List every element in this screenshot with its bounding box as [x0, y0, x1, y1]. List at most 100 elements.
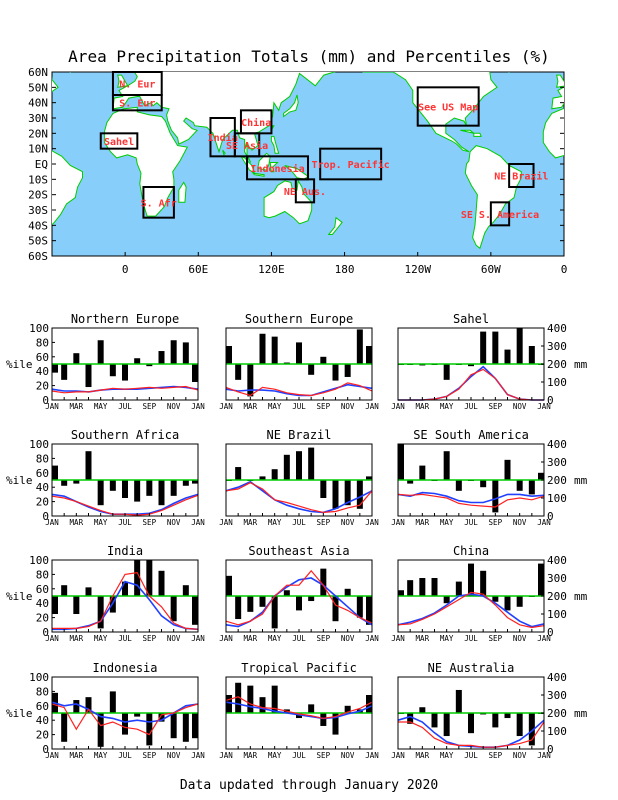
percentile-bar — [122, 480, 128, 498]
region-box — [416, 86, 480, 127]
percentile-bar — [97, 480, 104, 506]
north-america-wrap — [362, 72, 498, 153]
mm-axis-label: mm — [574, 590, 588, 603]
madagascar — [178, 181, 187, 203]
percentile-bar — [73, 353, 80, 364]
actual-precip-line — [51, 703, 199, 736]
percentile-bar — [85, 451, 92, 480]
actual-precip-line — [398, 721, 545, 748]
month-label: MAR — [416, 751, 430, 760]
percentile-bar — [97, 596, 104, 629]
panel-title: NE Australia — [428, 661, 515, 675]
month-label: JAN — [537, 634, 551, 643]
percentile-bar — [504, 713, 511, 719]
percentile-bar — [480, 480, 487, 488]
pct-tick-label: 0 — [42, 626, 49, 639]
mm-tick-label: 400 — [547, 671, 567, 684]
month-label: JAN — [45, 518, 59, 527]
percentile-bar — [296, 451, 302, 480]
percentile-bar — [146, 364, 153, 367]
month-label: MAR — [70, 518, 84, 527]
percentile-bar — [528, 480, 535, 495]
percentile-bar — [516, 713, 523, 737]
month-label: SEP — [489, 751, 503, 760]
month-label: JUL — [118, 634, 132, 643]
panel-title: China — [453, 544, 489, 558]
mm-tick-label: 300 — [547, 572, 567, 585]
map-lon-label: 60W — [481, 263, 501, 276]
percentile-bar — [192, 596, 198, 625]
month-label: JUL — [292, 518, 306, 527]
actual-precip-line — [398, 368, 544, 401]
month-label: NOV — [341, 402, 355, 411]
panel-title: NE Brazil — [266, 428, 331, 442]
normal-precip-line — [225, 383, 373, 397]
percentile-bar — [109, 364, 116, 377]
south-america — [52, 150, 83, 226]
month-label: NOV — [341, 518, 355, 527]
mm-tick-label: 200 — [547, 358, 567, 371]
mm-tick-label: 100 — [547, 608, 567, 621]
region-box — [319, 147, 383, 181]
new-zealand — [327, 216, 343, 235]
month-label: NOV — [341, 634, 355, 643]
region-label: SE Asia — [226, 140, 268, 152]
mm-tick-label: 400 — [547, 322, 567, 335]
pct-tick-label: 0 — [42, 510, 49, 523]
percentile-bar — [73, 700, 80, 713]
percentile-bar — [443, 364, 450, 380]
pct-tick-label: 80 — [36, 452, 49, 465]
percentile-bar — [308, 704, 315, 713]
percentile-bar — [332, 364, 339, 381]
percentile-bar — [468, 713, 474, 734]
percentile-bar — [308, 364, 315, 375]
pct-tick-label: 0 — [42, 394, 49, 407]
mm-tick-label: 0 — [547, 394, 554, 407]
panel-title: SE South America — [413, 428, 529, 442]
month-label: MAR — [416, 402, 430, 411]
region-box — [246, 155, 310, 181]
percentile-bar — [468, 364, 474, 367]
region-label: N. Eur — [119, 80, 155, 91]
percentile-bar — [398, 444, 404, 480]
map-lat-label: 10S — [28, 173, 48, 186]
percentile-bar — [122, 581, 128, 596]
percentile-bar — [182, 342, 189, 364]
british-isles-wrap — [556, 74, 564, 88]
map-lon-label: 120E — [258, 263, 285, 276]
percentile-bar — [492, 596, 499, 602]
percentile-bar — [134, 560, 141, 596]
percentile-bar — [308, 596, 315, 602]
percentile-bar — [398, 590, 404, 596]
month-label: NOV — [167, 751, 181, 760]
month-label: JUL — [292, 402, 306, 411]
cuba-wrap — [460, 129, 475, 134]
percentile-bar — [332, 713, 339, 735]
actual-precip-line — [397, 493, 545, 508]
map-lat-label: 30N — [28, 112, 48, 125]
percentile-bar — [73, 480, 80, 484]
pct-tick-label: 40 — [36, 714, 49, 727]
percentile-bar — [182, 480, 189, 486]
percentile-bar — [61, 713, 68, 742]
percentile-bar — [226, 346, 232, 364]
month-label: NOV — [341, 751, 355, 760]
month-label: MAR — [70, 751, 84, 760]
percentile-bar — [516, 596, 523, 607]
map-lat-label: 10N — [28, 143, 48, 156]
pct-tick-label: 100 — [29, 438, 49, 451]
percentile-bar — [443, 596, 450, 604]
percentile-bar — [308, 447, 315, 480]
percentile-bar — [61, 364, 68, 380]
panel-title: Southern Europe — [245, 312, 353, 326]
normal-precip-line — [225, 480, 373, 514]
percentile-bar — [296, 342, 302, 364]
pct-tick-label: 0 — [42, 743, 49, 756]
region-box — [99, 132, 139, 150]
percentile-bar — [170, 596, 177, 622]
percentile-bar — [283, 590, 290, 596]
percentile-bar — [73, 596, 80, 614]
month-label: JAN — [365, 751, 379, 760]
